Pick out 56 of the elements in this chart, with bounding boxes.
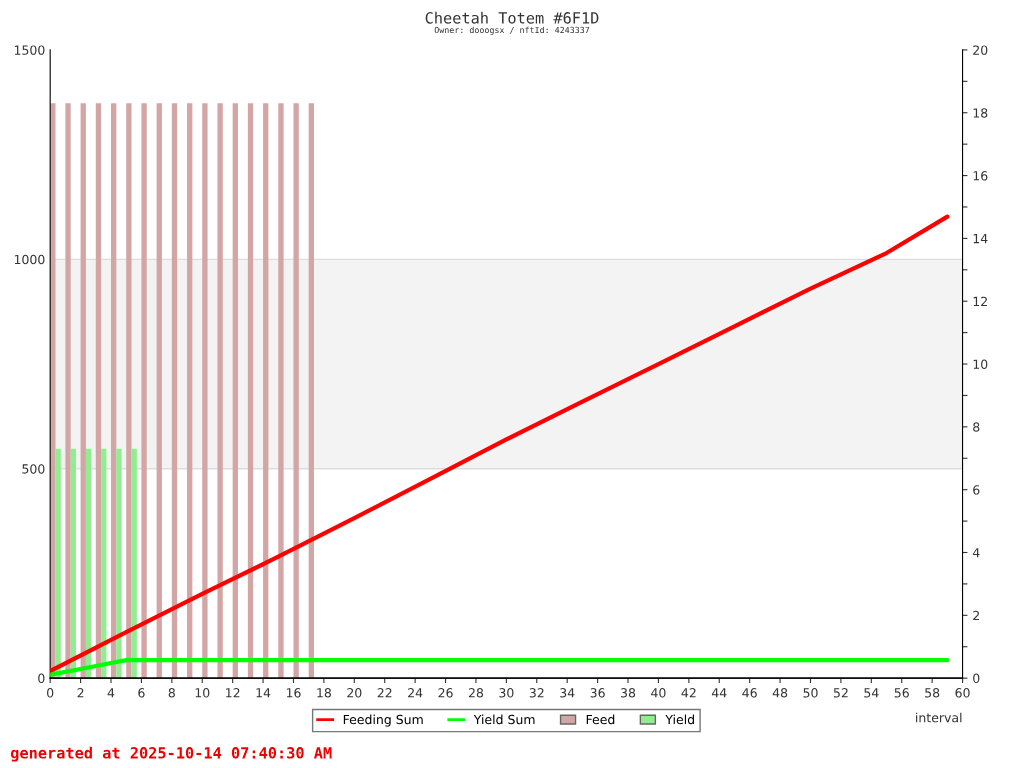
y-tick-label: 1500 [14, 45, 45, 55]
x-tick-label: 50 [803, 688, 818, 698]
x-tick-label: 36 [590, 688, 605, 698]
x-tick-label: 30 [499, 688, 514, 698]
x-tick-label: 58 [925, 688, 940, 698]
y2-tick-label: 12 [973, 296, 987, 306]
x-tick-label: 28 [468, 688, 484, 698]
x-tick-label: 40 [651, 688, 666, 698]
x-tick-label: 6 [138, 688, 145, 698]
x-tick-label: 18 [317, 688, 331, 698]
y-tick-label: 0 [38, 673, 45, 684]
x-tick-label: 38 [621, 688, 636, 698]
line-series [50, 658, 950, 677]
x-tick-label: 32 [529, 688, 544, 698]
x-tick-label: 22 [377, 688, 392, 698]
x-tick-label: 42 [681, 688, 696, 698]
x-tick-label: 4 [107, 688, 115, 698]
legend-label: Yield Sum [473, 714, 535, 725]
y2-tick-label: 20 [973, 45, 988, 55]
x-tick-label: 60 [955, 688, 970, 698]
y-tick-label: 1000 [14, 254, 45, 265]
x-tick-label: 14 [256, 688, 271, 698]
y2-tick-label: 0 [973, 673, 980, 684]
legend-label: Feeding Sum [343, 714, 423, 727]
x-tick-label: 12 [226, 688, 240, 698]
x-tick-label: 52 [833, 688, 848, 698]
y2-tick-label: 18 [973, 108, 988, 118]
chart-subtitle: Owner: dooogsx / nftId: 4243337 [434, 26, 590, 35]
x-tick-label: 26 [438, 688, 453, 698]
x-tick-label: 54 [864, 688, 879, 698]
x-tick-label: 24 [408, 688, 423, 698]
y2-tick-label: 14 [973, 234, 988, 244]
text: generated at 2025-10-14 07:40:30 AM [10, 746, 332, 762]
y2-tick-label: 16 [973, 171, 988, 181]
y2-tick-label: 8 [973, 422, 980, 432]
x-tick-label: 44 [711, 688, 727, 698]
x-tick-label: 34 [560, 688, 575, 698]
y2-tick-label: 4 [972, 548, 980, 558]
y2-tick-label: 10 [973, 359, 988, 369]
x-tick-label: 56 [894, 688, 909, 698]
x-tick-label: 2 [77, 688, 84, 698]
x-tick-label: 48 [772, 688, 788, 698]
y-tick-label: 500 [22, 464, 45, 474]
x-tick-label: 10 [195, 688, 210, 698]
x-tick-label: 16 [286, 688, 301, 698]
x-tick-label: 8 [168, 688, 175, 698]
x-tick-label: 20 [347, 688, 362, 698]
y2-tick-label: 2 [973, 610, 979, 621]
line-series [50, 214, 950, 674]
x-tick-label: 0 [47, 688, 54, 698]
chart-title: Cheetah Totem #6F1D [425, 11, 599, 24]
y2-tick-label: 6 [973, 485, 980, 495]
x-tick-label: 46 [742, 688, 757, 698]
x-axis-title: interval [916, 712, 962, 723]
legend-label: Yield [665, 714, 694, 725]
legend-label: Feed [586, 714, 615, 725]
